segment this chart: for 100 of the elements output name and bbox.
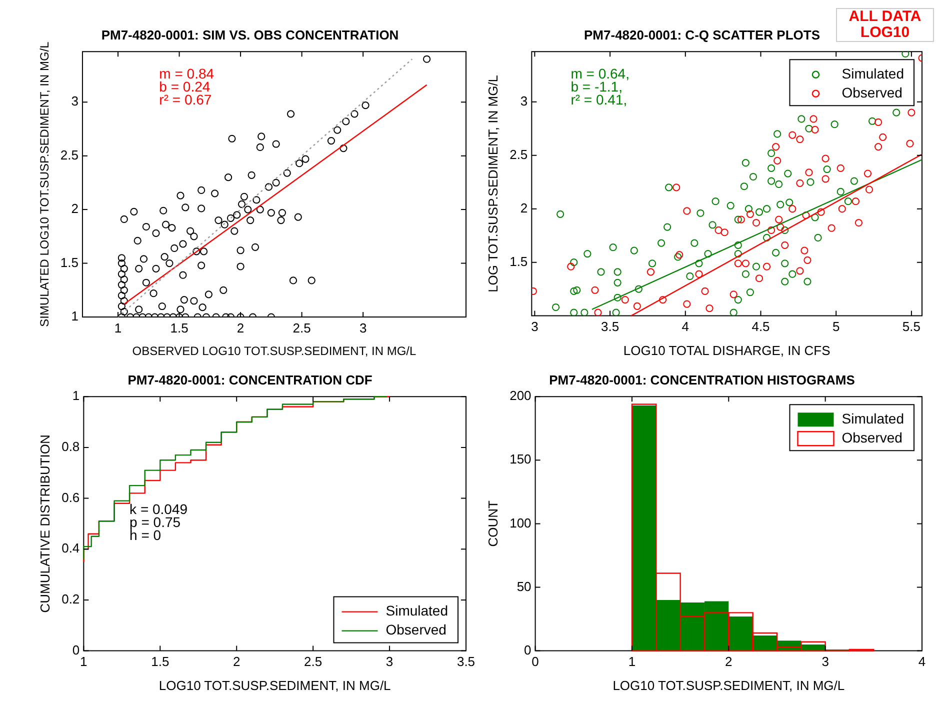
y-tick-label: 0 [72, 642, 80, 658]
x-tick-label: 4.5 [752, 319, 770, 334]
x-tick-label: 1.5 [170, 320, 188, 336]
point [874, 143, 882, 151]
point [701, 287, 709, 295]
y-tick-label: 150 [510, 452, 532, 467]
point [838, 205, 846, 213]
x-tick-label: 2 [725, 654, 732, 670]
point [774, 156, 782, 165]
point [646, 268, 655, 276]
y-tick-label: 50 [516, 578, 532, 594]
point [742, 260, 750, 268]
point [908, 108, 916, 116]
point [822, 154, 830, 162]
chart-title: PM7-4820-0001: CONCENTRATION HISTOGRAMS [549, 372, 856, 388]
legend-label: Observed [386, 622, 446, 638]
point [788, 131, 796, 139]
point [874, 118, 882, 126]
point [804, 256, 812, 264]
point [672, 184, 680, 192]
point [805, 168, 813, 176]
point [864, 170, 872, 178]
y-tick-label: 0.8 [62, 439, 80, 454]
y-tick-label: 1.5 [60, 254, 78, 270]
y-tick-label: 3 [71, 94, 78, 109]
point [762, 262, 771, 270]
y-tick-label: 1 [71, 308, 78, 324]
point [800, 246, 808, 254]
y-axis-title: SIMULATED LOG10 TOT.SUSP.SEDIMENT, IN MG/L [38, 41, 52, 327]
point [730, 290, 738, 298]
point [775, 216, 783, 224]
legend-label: Observed [842, 84, 902, 100]
point [594, 308, 602, 316]
y-tick-label: 3 [520, 93, 528, 108]
x-tick-label: 1.5 [151, 654, 170, 670]
point [767, 226, 776, 234]
x-tick-label: 3 [386, 654, 394, 670]
y-tick-label: 200 [510, 388, 532, 404]
y-axis-title: LOG TOT.SUSP.SEDIMENT, IN MG/L [485, 74, 500, 292]
point [746, 210, 754, 218]
point [865, 186, 874, 194]
point [755, 274, 764, 282]
point [752, 218, 760, 227]
point [817, 208, 825, 216]
y-tick-label: 2 [71, 201, 78, 216]
x-axis-title: LOG10 TOT.SUSP.SEDIMENT, IN MG/L [158, 678, 391, 693]
x-axis-title: OBSERVED LOG10 TOT.SUSP.SEDIMENT, IN MG/L [132, 344, 416, 358]
chart-title: PM7-4820-0001: CONCENTRATION CDF [128, 372, 372, 388]
x-tick-label: 3.5 [456, 654, 476, 670]
point [683, 207, 691, 215]
y-axis-title: COUNT [485, 500, 500, 547]
y-tick-label: 0 [524, 642, 532, 658]
y-tick-label: 100 [510, 515, 532, 530]
legend-label: Simulated [386, 602, 448, 619]
x-tick-label: 2.5 [304, 654, 322, 670]
point [633, 302, 641, 310]
x-tick-label: 3.5 [601, 319, 620, 334]
chart-subtitle: ALL DATA LOG10 [836, 8, 934, 42]
point [796, 179, 804, 187]
point [879, 133, 887, 141]
point [788, 205, 796, 213]
legend-label: Observed [842, 429, 902, 446]
y-tick-label: 0.4 [62, 540, 80, 556]
point [683, 300, 691, 308]
x-axis-title: LOG10 TOTAL DISHARGE, IN CFS [623, 342, 831, 358]
chart-title: PM7-4820-0001: C-Q SCATTER PLOTS [584, 27, 820, 42]
point [810, 115, 818, 123]
point [822, 175, 830, 183]
point [621, 296, 629, 304]
legend-label: Simulated [842, 410, 904, 426]
point [828, 224, 836, 232]
point [906, 140, 914, 148]
chart-title: PM7-4820-0001: SIM VS. OBS CONCENTRATION [101, 27, 399, 42]
y-tick-label: 2.5 [60, 147, 78, 162]
point [567, 262, 575, 270]
x-tick-label: 5.5 [902, 319, 920, 334]
y-tick-label: 2 [520, 200, 528, 216]
y-tick-label: 1 [72, 388, 80, 404]
x-tick-label: 1 [114, 320, 122, 336]
point [836, 164, 844, 172]
point [796, 267, 804, 275]
point [706, 304, 714, 312]
point [781, 241, 789, 250]
point [776, 223, 784, 231]
point [852, 198, 860, 206]
x-tick-label: 4 [682, 319, 690, 334]
point [714, 226, 722, 234]
legend-label: Simulated [842, 65, 904, 82]
point [737, 216, 745, 224]
x-axis-title: LOG10 TOT.SUSP.SEDIMENT, IN MG/L [612, 678, 845, 693]
x-tick-label: 1 [628, 654, 636, 670]
x-tick-label: 2.5 [292, 320, 311, 336]
point [796, 136, 804, 144]
point [854, 218, 863, 227]
y-tick-label: 0.6 [62, 490, 80, 505]
y-tick-label: 0.2 [62, 592, 80, 607]
x-tick-label: 5 [832, 319, 840, 334]
x-tick-label: 2 [232, 654, 240, 670]
x-tick-label: 3 [822, 654, 829, 670]
point [772, 143, 780, 151]
